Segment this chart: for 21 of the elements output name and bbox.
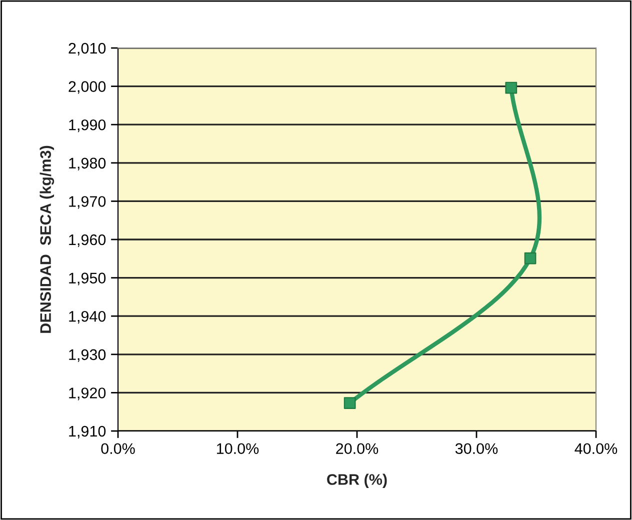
x-tick-label: 20.0% [336,443,378,454]
y-tick-label: 1,980 [69,158,106,170]
y-axis-title: DENSIDAD SECA (kg/m3) [40,146,54,333]
x-tick-label: 10.0% [217,443,259,454]
y-tick-label: 1,950 [69,272,106,286]
point [524,252,536,264]
x-tick-label: 30.0% [455,443,498,454]
y-tick-label: 1,990 [69,119,106,132]
y-tick-label: 1,920 [69,388,106,400]
x-tick-label: 0.0% [101,443,135,454]
y-tick-label: 1,940 [69,310,106,324]
point [344,397,356,409]
x-tick-label: 40.0% [574,443,618,454]
y-tick-label: 1,960 [69,234,106,247]
y-tick-label: 2,010 [68,42,106,56]
y-tick-label: 1,970 [69,196,106,209]
y-tick-label: 1,930 [69,349,106,362]
y-tick-label: 2,000 [68,81,106,94]
point [505,82,518,94]
x-axis-title: CBR (%) [327,474,387,488]
y-tick-label: 1,910 [69,426,106,438]
